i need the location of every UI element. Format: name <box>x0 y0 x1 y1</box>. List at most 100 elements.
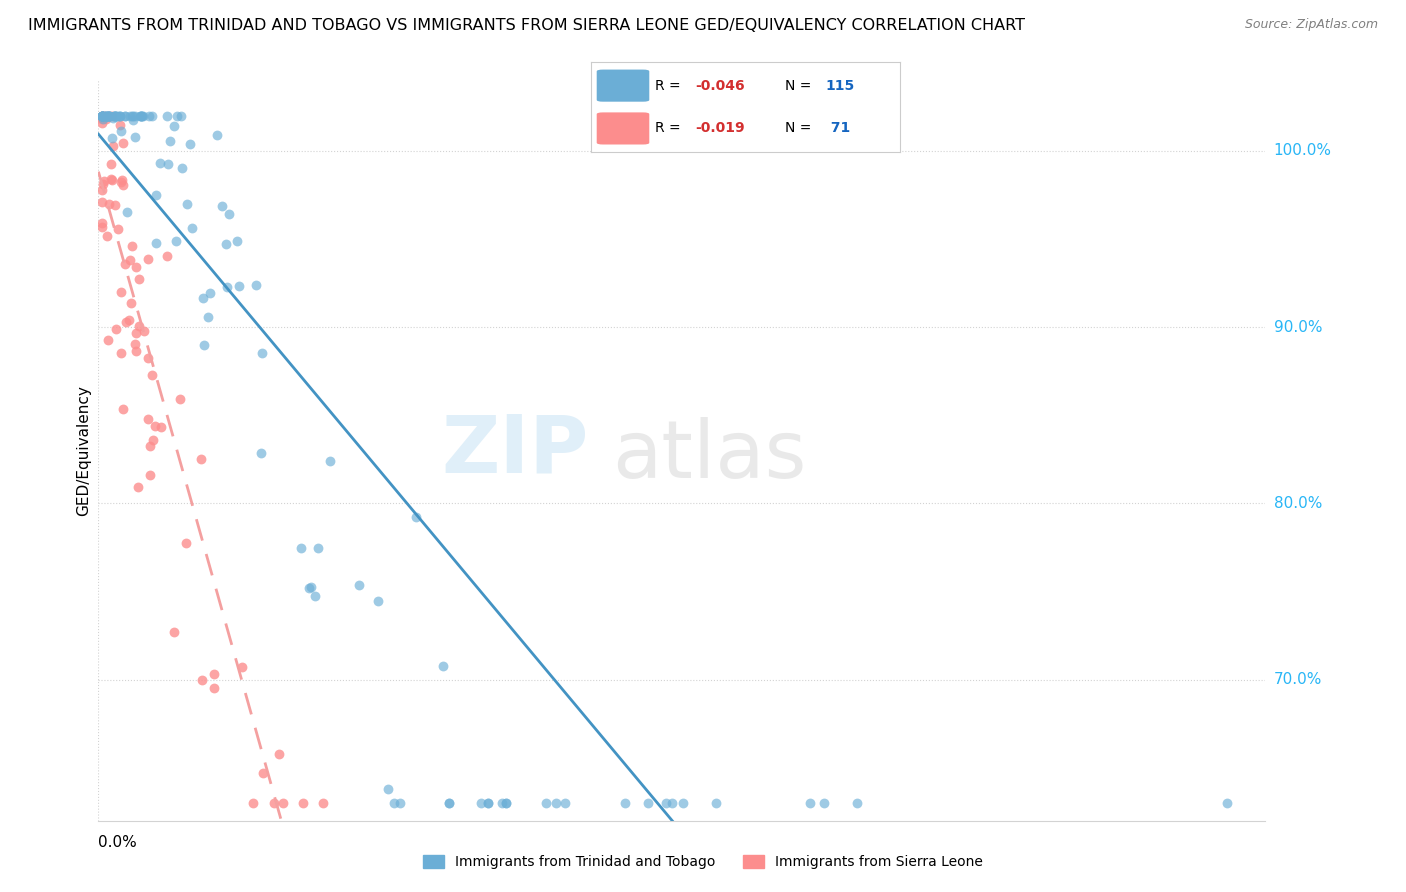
Point <box>97 109 120 123</box>
Point <box>388 796 411 810</box>
Point <box>263 796 285 810</box>
Point <box>197 310 219 324</box>
Text: N =: N = <box>786 121 815 136</box>
Point <box>104 109 127 123</box>
Point <box>495 796 517 810</box>
Point <box>125 343 148 358</box>
Point <box>103 111 125 125</box>
Point <box>91 183 114 197</box>
Point <box>290 541 312 556</box>
Point <box>97 109 120 123</box>
Point <box>437 796 460 810</box>
Point <box>156 109 179 123</box>
FancyBboxPatch shape <box>596 70 650 102</box>
Point <box>136 411 159 425</box>
Point <box>477 796 499 810</box>
Point <box>136 252 159 267</box>
Text: 70.0%: 70.0% <box>1274 672 1322 687</box>
Point <box>108 109 131 123</box>
Point <box>163 120 186 134</box>
Point <box>491 796 513 810</box>
Point <box>112 178 135 193</box>
Text: Source: ZipAtlas.com: Source: ZipAtlas.com <box>1244 18 1378 31</box>
Point <box>544 796 567 810</box>
Text: 0.0%: 0.0% <box>98 836 138 850</box>
Point <box>114 109 136 123</box>
Point <box>101 131 124 145</box>
Point <box>127 480 149 494</box>
Point <box>110 346 132 360</box>
Point <box>118 252 141 267</box>
Point <box>91 109 114 123</box>
Point <box>115 315 138 329</box>
Point <box>291 796 314 810</box>
Point <box>103 109 125 123</box>
Text: 100.0%: 100.0% <box>1274 144 1331 158</box>
Point <box>111 136 134 150</box>
Point <box>91 216 114 230</box>
Point <box>1215 796 1237 810</box>
Point <box>554 796 576 810</box>
Point <box>105 322 128 336</box>
Point <box>250 345 273 359</box>
Point <box>94 112 117 126</box>
Point <box>672 796 695 810</box>
Point <box>267 747 290 762</box>
Point <box>193 338 215 352</box>
Point <box>377 781 399 796</box>
Point <box>179 136 201 151</box>
Point <box>250 445 273 459</box>
Point <box>93 109 115 123</box>
Point <box>91 109 114 123</box>
Point <box>118 313 141 327</box>
Point <box>141 109 163 123</box>
Point <box>91 109 114 123</box>
Point <box>91 109 114 123</box>
Point <box>100 171 122 186</box>
Point <box>307 541 329 555</box>
Point <box>318 454 340 468</box>
Text: atlas: atlas <box>612 417 806 495</box>
Point <box>252 766 274 780</box>
Legend: Immigrants from Trinidad and Tobago, Immigrants from Sierra Leone: Immigrants from Trinidad and Tobago, Imm… <box>416 848 990 876</box>
Point <box>347 578 370 592</box>
Point <box>104 109 127 123</box>
Point <box>141 368 163 383</box>
Text: N =: N = <box>786 78 815 93</box>
Point <box>145 236 167 251</box>
Point <box>145 188 167 202</box>
Point <box>120 109 142 123</box>
Point <box>202 681 225 696</box>
Point <box>129 109 152 123</box>
Point <box>202 667 225 681</box>
Point <box>97 109 120 123</box>
Point <box>98 197 121 211</box>
Point <box>217 279 239 293</box>
Point <box>91 112 114 127</box>
Point <box>495 796 517 810</box>
Point <box>91 109 114 123</box>
Point <box>91 109 114 123</box>
Point <box>139 439 162 453</box>
Point <box>128 271 150 285</box>
Point <box>107 221 129 235</box>
Point <box>299 580 322 594</box>
Point <box>97 109 120 123</box>
Point <box>110 175 132 189</box>
Point <box>432 659 454 673</box>
Point <box>110 109 132 123</box>
Point <box>367 594 389 608</box>
Point <box>98 109 121 123</box>
Point <box>96 229 118 244</box>
Point <box>614 796 637 810</box>
Point <box>170 161 193 176</box>
Text: 115: 115 <box>825 78 855 93</box>
Point <box>176 197 198 211</box>
Text: 90.0%: 90.0% <box>1274 319 1322 334</box>
Point <box>115 204 138 219</box>
Point <box>139 467 162 482</box>
Point <box>131 109 153 123</box>
Point <box>813 796 835 810</box>
Point <box>91 109 114 123</box>
Point <box>124 109 146 123</box>
